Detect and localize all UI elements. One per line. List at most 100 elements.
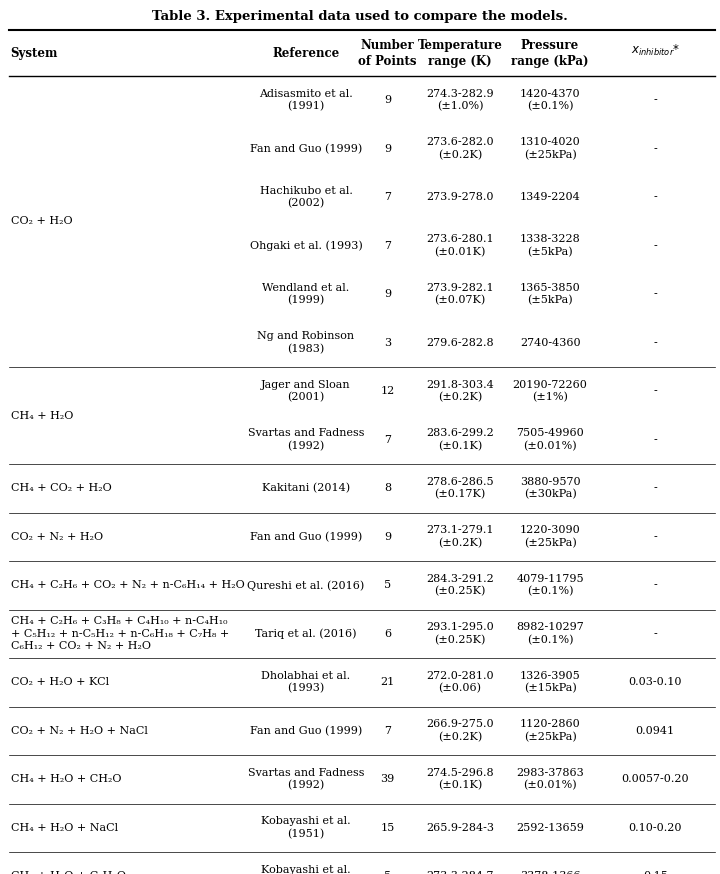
Text: CO₂ + H₂O + KCl: CO₂ + H₂O + KCl (11, 677, 109, 687)
Text: Kobayashi et al.
(1951): Kobayashi et al. (1951) (261, 816, 351, 839)
Text: 273.9-278.0: 273.9-278.0 (426, 192, 494, 202)
Text: Ohgaki et al. (1993): Ohgaki et al. (1993) (250, 240, 362, 251)
Text: 1310-4020
(±25kPa): 1310-4020 (±25kPa) (520, 137, 580, 160)
Text: -: - (653, 337, 657, 348)
Text: 1220-3090
(±25kPa): 1220-3090 (±25kPa) (520, 525, 580, 548)
Text: -: - (653, 434, 657, 445)
Text: Fan and Guo (1999): Fan and Guo (1999) (250, 531, 362, 542)
Text: 279.6-282.8: 279.6-282.8 (426, 337, 494, 348)
Text: -: - (653, 95, 657, 105)
Text: CH₄ + H₂O + NaCl: CH₄ + H₂O + NaCl (11, 822, 118, 833)
Text: CO₂ + N₂ + H₂O + NaCl: CO₂ + N₂ + H₂O + NaCl (11, 725, 148, 736)
Text: 9: 9 (384, 289, 391, 299)
Text: 291.8-303.4
(±0.2K): 291.8-303.4 (±0.2K) (426, 380, 494, 403)
Text: Number
of Points: Number of Points (358, 38, 417, 67)
Text: CH₄ + C₂H₆ + C₃H₈ + C₄H₁₀ + n-C₄H₁₀
+ C₅H₁₂ + n-C₅H₁₂ + n-C₆H₁₈ + C₇H₈ +
C₆H₁₂ +: CH₄ + C₂H₆ + C₃H₈ + C₄H₁₀ + n-C₄H₁₀ + C₅… (11, 616, 229, 651)
Text: -: - (653, 531, 657, 542)
Text: $\mathit{x}_{\mathit{inhibitor}}$*: $\mathit{x}_{\mathit{inhibitor}}$* (631, 43, 680, 58)
Text: 7: 7 (384, 434, 391, 445)
Text: CH₄ + CO₂ + H₂O: CH₄ + CO₂ + H₂O (11, 483, 112, 493)
Text: 6: 6 (384, 628, 391, 639)
Text: Fan and Guo (1999): Fan and Guo (1999) (250, 143, 362, 154)
Text: System: System (11, 46, 58, 59)
Text: 0.15: 0.15 (643, 871, 667, 874)
Text: 9: 9 (384, 531, 391, 542)
Text: -: - (653, 289, 657, 299)
Text: Jager and Sloan
(2001): Jager and Sloan (2001) (261, 380, 351, 403)
Text: 5: 5 (384, 871, 391, 874)
Text: 274.5-296.8
(±0.1K): 274.5-296.8 (±0.1K) (426, 768, 494, 791)
Text: 273.6-282.0
(±0.2K): 273.6-282.0 (±0.2K) (426, 137, 494, 160)
Text: Pressure
range (kPa): Pressure range (kPa) (511, 38, 589, 67)
Text: 273.6-280.1
(±0.01K): 273.6-280.1 (±0.01K) (426, 234, 494, 257)
Text: 15: 15 (380, 822, 395, 833)
Text: 2740-4360: 2740-4360 (520, 337, 580, 348)
Text: Tariq et al. (2016): Tariq et al. (2016) (256, 628, 356, 639)
Text: 9: 9 (384, 95, 391, 105)
Text: Ng and Robinson
(1983): Ng and Robinson (1983) (258, 331, 354, 354)
Text: Kakitani (2014): Kakitani (2014) (262, 483, 350, 494)
Text: 273.3-284.7: 273.3-284.7 (426, 871, 494, 874)
Text: 12: 12 (380, 386, 395, 396)
Text: 20190-72260
(±1%): 20190-72260 (±1%) (513, 380, 588, 403)
Text: Wendland et al.
(1999): Wendland et al. (1999) (262, 283, 350, 306)
Text: 9: 9 (384, 143, 391, 154)
Text: Temperature
range (K): Temperature range (K) (418, 38, 503, 67)
Text: 272.0-281.0
(±0.06): 272.0-281.0 (±0.06) (426, 671, 494, 694)
Text: CO₂ + H₂O: CO₂ + H₂O (11, 217, 72, 226)
Text: 0.03-0.10: 0.03-0.10 (629, 677, 682, 687)
Text: 0.10-0.20: 0.10-0.20 (629, 822, 682, 833)
Text: 0.0057-0.20: 0.0057-0.20 (621, 774, 689, 784)
Text: 8982-10297
(±0.1%): 8982-10297 (±0.1%) (516, 622, 584, 645)
Text: Reference: Reference (272, 46, 340, 59)
Text: 1365-3850
(±5kPa): 1365-3850 (±5kPa) (520, 283, 580, 306)
Text: CH₄ + H₂O + CH₂O: CH₄ + H₂O + CH₂O (11, 774, 121, 784)
Text: 2983-37863
(±0.01%): 2983-37863 (±0.01%) (516, 768, 584, 791)
Text: -: - (653, 240, 657, 251)
Text: 21: 21 (380, 677, 395, 687)
Text: 273.1-279.1
(±0.2K): 273.1-279.1 (±0.2K) (426, 525, 494, 548)
Text: Hachikubo et al.
(2002): Hachikubo et al. (2002) (260, 186, 352, 209)
Text: 7: 7 (384, 725, 391, 736)
Text: 265.9-284-3: 265.9-284-3 (426, 822, 494, 833)
Text: Kobayashi et al.
(1951): Kobayashi et al. (1951) (261, 865, 351, 874)
Text: Dholabhai et al.
(1993): Dholabhai et al. (1993) (261, 671, 351, 694)
Text: Table 3. Experimental data used to compare the models.: Table 3. Experimental data used to compa… (152, 10, 568, 23)
Text: CO₂ + N₂ + H₂O: CO₂ + N₂ + H₂O (11, 531, 103, 542)
Text: 283.6-299.2
(±0.1K): 283.6-299.2 (±0.1K) (426, 428, 494, 451)
Text: CH₄ + H₂O: CH₄ + H₂O (11, 411, 73, 420)
Text: Qureshi et al. (2016): Qureshi et al. (2016) (248, 580, 364, 591)
Text: 4079-11795
(±0.1%): 4079-11795 (±0.1%) (516, 574, 584, 597)
Text: 5: 5 (384, 580, 391, 590)
Text: 3: 3 (384, 337, 391, 348)
Text: 3880-9570
(±30kPa): 3880-9570 (±30kPa) (520, 477, 580, 500)
Text: 266.9-275.0
(±0.2K): 266.9-275.0 (±0.2K) (426, 719, 494, 742)
Text: 8: 8 (384, 483, 391, 493)
Text: -: - (653, 143, 657, 154)
Text: -: - (653, 483, 657, 493)
Text: 3378-1366: 3378-1366 (520, 871, 580, 874)
Text: -: - (653, 628, 657, 639)
Text: 274.3-282.9
(±1.0%): 274.3-282.9 (±1.0%) (426, 89, 494, 112)
Text: 7: 7 (384, 240, 391, 251)
Text: 1120-2860
(±25kPa): 1120-2860 (±25kPa) (520, 719, 580, 742)
Text: Svartas and Fadness
(1992): Svartas and Fadness (1992) (248, 768, 364, 791)
Text: CH₄ + H₂O + C₂H₆O: CH₄ + H₂O + C₂H₆O (11, 871, 126, 874)
Text: 1420-4370
(±0.1%): 1420-4370 (±0.1%) (520, 89, 580, 112)
Text: 1338-3228
(±5kPa): 1338-3228 (±5kPa) (520, 234, 580, 257)
Text: 1349-2204: 1349-2204 (520, 192, 580, 202)
Text: 284.3-291.2
(±0.25K): 284.3-291.2 (±0.25K) (426, 574, 494, 597)
Text: 278.6-286.5
(±0.17K): 278.6-286.5 (±0.17K) (426, 477, 494, 500)
Text: 7505-49960
(±0.01%): 7505-49960 (±0.01%) (516, 428, 584, 451)
Text: 293.1-295.0
(±0.25K): 293.1-295.0 (±0.25K) (426, 622, 494, 645)
Text: 2592-13659: 2592-13659 (516, 822, 584, 833)
Text: -: - (653, 580, 657, 590)
Text: 7: 7 (384, 192, 391, 202)
Text: -: - (653, 192, 657, 202)
Text: Svartas and Fadness
(1992): Svartas and Fadness (1992) (248, 428, 364, 451)
Text: 0.0941: 0.0941 (636, 725, 675, 736)
Text: 39: 39 (380, 774, 395, 784)
Text: -: - (653, 386, 657, 396)
Text: 273.9-282.1
(±0.07K): 273.9-282.1 (±0.07K) (426, 283, 494, 306)
Text: Adisasmito et al.
(1991): Adisasmito et al. (1991) (259, 89, 353, 112)
